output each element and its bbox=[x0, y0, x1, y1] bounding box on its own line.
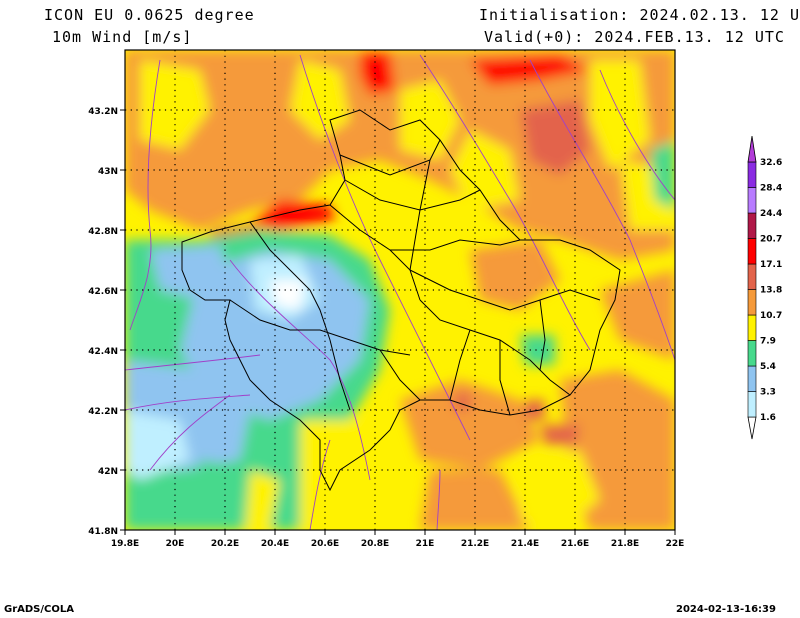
y-label: 42.8N bbox=[88, 227, 118, 237]
y-label: 42.4N bbox=[88, 347, 118, 357]
y-label: 42.2N bbox=[88, 407, 118, 417]
x-label: 19.8E bbox=[111, 539, 139, 549]
colorbar-segment bbox=[747, 314, 757, 341]
colorbar-label: 5.4 bbox=[760, 362, 776, 372]
colorbar-label: 17.1 bbox=[760, 260, 782, 270]
colorbar-segment bbox=[747, 289, 757, 316]
x-label: 21.6E bbox=[561, 539, 589, 549]
x-label: 21E bbox=[416, 539, 435, 549]
y-label: 43.2N bbox=[88, 107, 118, 117]
variable-title: 10m Wind [m/s] bbox=[52, 28, 193, 46]
y-label: 42N bbox=[98, 467, 118, 477]
x-label: 21.8E bbox=[611, 539, 639, 549]
x-label: 22E bbox=[666, 539, 685, 549]
streamlines bbox=[125, 54, 675, 530]
colorbar-label: 10.7 bbox=[760, 311, 782, 321]
colorbar-segment bbox=[747, 161, 757, 188]
colorbar-label: 13.8 bbox=[760, 286, 782, 296]
colorbar-segment bbox=[747, 416, 757, 440]
x-label: 20E bbox=[166, 539, 185, 549]
colorbar-label: 32.6 bbox=[760, 158, 782, 168]
x-label: 21.2E bbox=[461, 539, 489, 549]
colorbar-label: 7.9 bbox=[760, 337, 776, 347]
colorbar-label: 28.4 bbox=[760, 184, 782, 194]
colorbar-label: 24.4 bbox=[760, 209, 782, 219]
footer-timestamp: 2024-02-13-16:39 bbox=[676, 604, 776, 615]
valid-time: Valid(+0): 2024.FEB.13. 12 UTC bbox=[484, 28, 785, 46]
grid-lines bbox=[125, 50, 675, 530]
footer-credit: GrADS/COLA bbox=[4, 604, 74, 615]
wind-field bbox=[125, 50, 675, 530]
colorbar-label: 3.3 bbox=[760, 388, 776, 398]
y-label: 41.8N bbox=[88, 527, 118, 537]
y-label: 42.6N bbox=[88, 287, 118, 297]
colorbar-label: 1.6 bbox=[760, 413, 776, 423]
init-time: Initialisation: 2024.02.13. 12 UTC bbox=[479, 6, 800, 24]
x-label: 20.4E bbox=[261, 539, 289, 549]
x-label: 20.8E bbox=[361, 539, 389, 549]
y-axis-labels: 43.2N 43N 42.8N 42.6N 42.4N 42.2N 42N 41… bbox=[88, 107, 118, 537]
x-label: 20.2E bbox=[211, 539, 239, 549]
colorbar-segment bbox=[747, 365, 757, 392]
colorbar-segment bbox=[747, 187, 757, 214]
y-label: 43N bbox=[98, 167, 118, 177]
colorbar-segment bbox=[747, 391, 757, 418]
colorbar-segment bbox=[747, 135, 757, 163]
colorbar-segment bbox=[747, 263, 757, 290]
x-label: 20.6E bbox=[311, 539, 339, 549]
colorbar-label: 20.7 bbox=[760, 235, 782, 245]
x-label: 21.4E bbox=[511, 539, 539, 549]
colorbar: 1.6 3.3 5.4 7.9 10.7 13.8 17.1 20.7 24.4 28.4 32.6 bbox=[747, 135, 782, 440]
colorbar-segment bbox=[747, 212, 757, 239]
x-axis-labels: 19.8E 20E 20.2E 20.4E 20.6E 20.8E 21E 21… bbox=[111, 539, 685, 549]
colorbar-segment bbox=[747, 340, 757, 367]
model-title: ICON EU 0.0625 degree bbox=[44, 6, 255, 24]
colorbar-segment bbox=[747, 238, 757, 265]
tick-marks bbox=[120, 109, 676, 535]
